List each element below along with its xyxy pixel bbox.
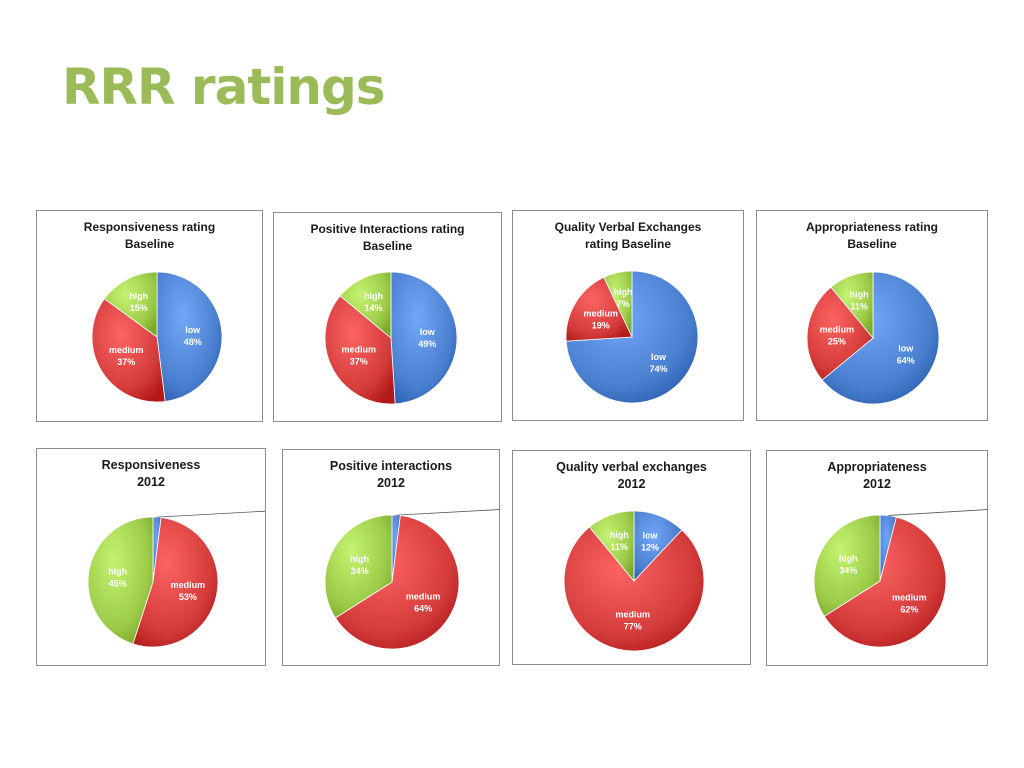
pie-slice-medium [132,517,219,648]
slice-label-low: low [898,344,914,354]
slice-label-high: high [614,287,633,297]
leader-line [157,510,265,518]
pie-slice-medium [806,286,874,381]
pie-slice-low [390,271,458,405]
slice-label-medium: medium [406,592,441,602]
pie-slice-high [103,271,158,338]
pie-chart-quality-verbal-exchanges-baseline: low 74% medium 19% high 7% Quality Verbal Exc… [512,210,744,421]
slice-value-high: 15% [130,303,148,313]
slice-label-low: low [420,327,436,337]
leader-line [396,509,499,516]
slice-value-high: 34% [351,566,369,576]
pie-slice-low [821,271,940,405]
pie-slice-medium [91,298,166,403]
slice-label-high: high [108,566,127,576]
pie-chart-responsiveness-baseline: low 48% medium 37% high 15% Responsiveness ra… [36,210,263,422]
leader-line [888,509,987,516]
pie-slice-high [813,514,881,617]
pie-slice-medium [324,295,396,405]
slice-value-medium: 37% [350,357,368,367]
pie-svg: low 64% medium 25% high 11% [806,271,940,405]
slice-label-low: low [651,352,667,362]
slice-value-high: 7% [617,299,630,309]
slice-label-medium: medium [341,345,376,355]
pie-svg: low 74% medium 19% high 7% [565,270,699,404]
slice-label-medium: medium [616,610,651,620]
slice-value-low: 74% [649,364,667,374]
slice-value-high: 11% [850,302,868,312]
pie-slice-high [603,270,633,338]
slice-value-medium: 62% [900,604,918,614]
pie-slice-medium [334,515,460,650]
pie-slice-high [830,271,874,340]
pie-slice-high [339,271,392,339]
slice-value-low: 48% [184,337,202,347]
slice-value-low: 49% [418,339,436,349]
chart-title: Positive Interactions rating Baseline [310,222,465,253]
slice-label-medium: medium [109,345,144,355]
pie-svg: low 49% medium 37% high 14% [324,271,458,405]
chart-title: Positive interactions 2012 [329,459,453,490]
pie-slice-high [588,510,635,583]
slice-label-high: high [610,530,629,540]
slice-value-high: 45% [109,578,127,588]
slice-label-high: high [839,554,858,564]
slice-label-high: high [364,291,383,301]
slice-label-medium: medium [820,325,855,335]
pie-chart-appropriateness-baseline: low 64% medium 25% high 11% Appropriateness r… [756,210,988,421]
chart-title: Quality Verbal Exchanges rating Baseline [554,220,702,251]
pie-slice-low [156,271,223,402]
pie-chart-quality-verbal-exchanges-2012: low 12% medium 77% high 11% Quality verbal ex… [512,450,751,665]
pie-slice-high [324,514,393,619]
slice-label-medium: medium [892,592,927,602]
chart-title: Appropriateness rating Baseline [805,220,939,251]
slice-value-medium: 37% [117,357,135,367]
chart-title: Responsiveness rating Baseline [83,220,216,251]
slice-value-medium: 77% [624,622,642,632]
pie-slice-medium [823,516,947,648]
slice-value-high: 14% [365,303,383,313]
pie-slice-medium [565,276,633,342]
pie-svg: low 12% medium 77% high 11% [563,510,705,652]
chart-title: Responsiveness 2012 [101,458,201,489]
chart-title: Quality verbal exchanges 2012 [556,460,707,491]
slice-value-low: 12% [641,543,659,553]
slice-label-low: low [643,531,659,541]
pie-slice-high [87,516,154,645]
slice-value-medium: 64% [414,604,432,614]
slice-label-medium: medium [171,580,206,590]
slide-title: RRR ratings [62,58,385,116]
slice-value-medium: 53% [179,592,197,602]
slice-value-high: 34% [839,566,857,576]
slice-label-high: high [129,291,148,301]
slice-value-high: 11% [611,542,629,552]
slice-value-low: 64% [897,356,915,366]
pie-svg: low 48% medium 37% high 15% [91,271,223,403]
slice-label-medium: medium [584,309,619,319]
slice-label-low: low [185,325,201,335]
pie-chart-positive-interactions-baseline: low 49% medium 37% high 14% Positive Interact… [273,212,502,422]
pie-slice-medium [563,526,705,652]
slice-value-medium: 25% [828,337,846,347]
slice-label-high: high [350,554,369,564]
slice-label-high: high [850,290,869,300]
chart-title: Appropriateness 2012 [827,460,927,491]
slice-value-medium: 19% [592,321,610,331]
